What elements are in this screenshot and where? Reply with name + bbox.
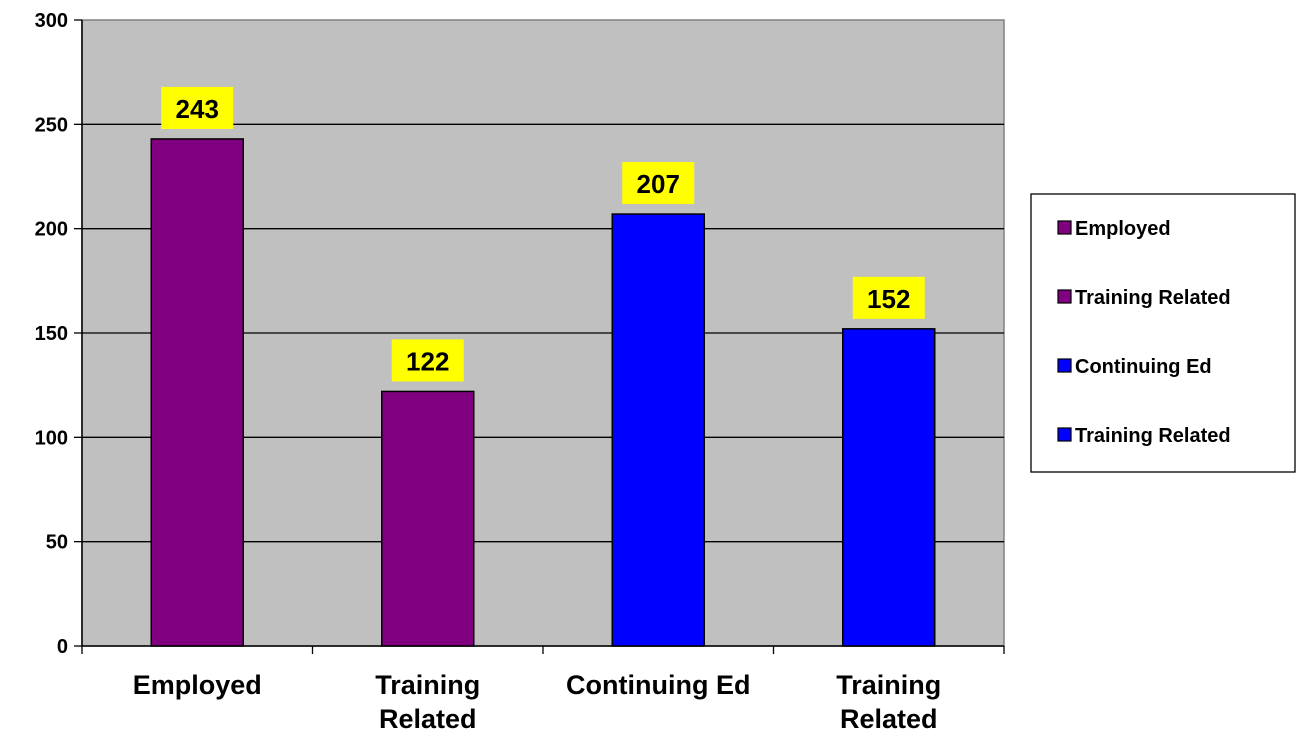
x-category-label: Training Related [375,670,480,734]
y-tick-label: 250 [35,114,68,136]
y-tick-label: 150 [35,323,68,345]
data-label-background [391,339,464,382]
legend-label: Training Related [1075,425,1231,447]
legend-label: Training Related [1075,287,1231,309]
data-label: 122 [406,346,449,376]
y-tick-label: 100 [35,427,68,449]
bar [842,328,936,647]
data-label: 152 [867,284,910,314]
x-category-label: Employed [133,670,262,700]
y-tick-label: 300 [35,10,68,32]
x-category-label: Continuing Ed [566,670,750,700]
y-tick-label: 50 [46,532,68,554]
legend-swatch [1057,220,1072,235]
legend-swatch [1057,289,1072,304]
y-tick-label: 0 [57,636,68,658]
data-label-background [852,276,925,319]
legend: Employed Training Related Continuing Ed Tra… [1030,193,1296,473]
data-label: 243 [176,94,219,124]
x-category-label: Training Related [836,670,941,734]
bars [150,138,936,647]
bar [381,390,475,647]
y-tick-label: 200 [35,219,68,241]
data-label: 207 [637,169,680,199]
x-axis: Employed Training Related Continuing Ed Trai… [81,645,1005,734]
bar [150,138,244,647]
data-label-background [161,86,234,129]
legend-swatch [1057,358,1072,373]
legend-box [1030,193,1296,473]
y-axis: 0 50 100 150 200 250 300 [35,10,83,658]
legend-label: Employed [1075,218,1171,240]
data-labels: 243 122 207 152 [161,86,925,382]
data-label-background [622,162,695,205]
legend-swatch [1057,427,1072,442]
bar [611,213,705,647]
legend-label: Continuing Ed [1075,356,1212,378]
